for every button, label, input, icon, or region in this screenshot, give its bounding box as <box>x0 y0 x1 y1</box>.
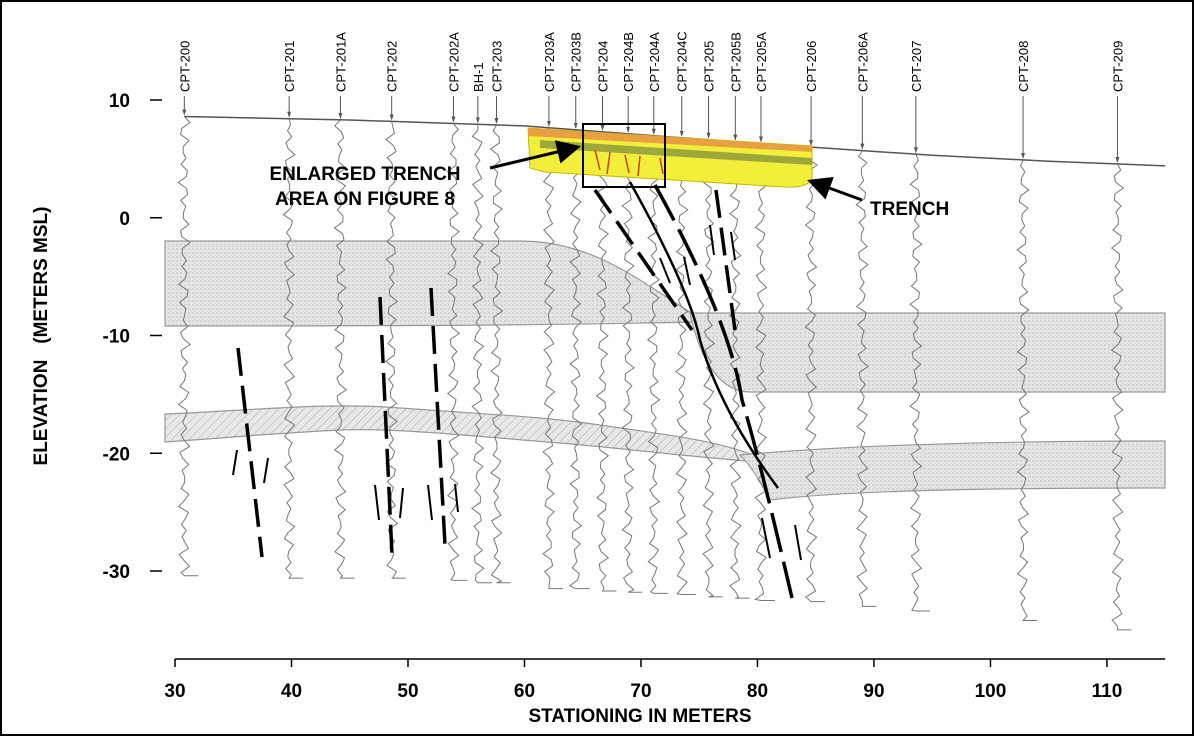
cpt-label: CPT-201 <box>282 41 297 92</box>
trench-dark-unit <box>540 140 812 165</box>
slip-arrow <box>232 224 802 561</box>
x-tick-label: 70 <box>630 681 651 702</box>
y-tick-label: -30 <box>103 562 130 583</box>
annotations: ENLARGED TRENCH AREA ON FIGURE 8 TRENCH <box>269 140 949 220</box>
annotation: TRENCH <box>870 199 949 220</box>
cpt-log <box>675 137 696 596</box>
cpt-label: CPT-206A <box>855 32 870 92</box>
cpt-label: CPT-204 <box>596 41 611 92</box>
cpt-log <box>446 123 468 581</box>
axes: STATIONING IN METERS ELEVATION (METERS M… <box>31 91 1166 727</box>
cpt-log <box>804 146 826 603</box>
x-tick-label: 30 <box>164 681 185 702</box>
cpt-log <box>471 124 492 584</box>
faults <box>232 181 802 599</box>
upper-unit-east <box>689 312 1166 393</box>
fault <box>236 347 264 558</box>
upper-unit-west <box>164 240 701 327</box>
cpt-log <box>909 154 930 612</box>
enlarged-area-box <box>582 123 666 188</box>
cpt-label: CPT-208 <box>1016 41 1031 92</box>
fault <box>628 181 780 489</box>
cpt-log <box>542 127 563 590</box>
annotation: ENLARGED TRENCH <box>269 164 460 185</box>
cpt-label: CPT-202A <box>446 32 461 92</box>
y-tick-label: -20 <box>103 444 130 465</box>
cpt-log <box>621 133 643 593</box>
annotation: AREA ON FIGURE 8 <box>275 189 455 210</box>
cpt-label: CPT-200 <box>177 41 192 92</box>
fault <box>714 189 737 331</box>
annotation-arrow <box>489 140 581 170</box>
fault <box>429 287 447 546</box>
cpt-label: CPT-206 <box>804 41 819 92</box>
fault <box>653 184 794 599</box>
cpt-log <box>568 129 590 590</box>
cpt-label: CPT-203A <box>542 32 557 92</box>
cpt-log <box>754 143 775 601</box>
y-axis-title: ELEVATION (METERS MSL) <box>31 207 52 466</box>
cpt-label: CPT-204B <box>621 32 636 92</box>
x-tick-label: 60 <box>514 681 535 702</box>
cpt-log <box>855 150 877 607</box>
cpt-log <box>384 121 406 579</box>
layers <box>164 240 1166 501</box>
cpt-log <box>333 119 355 579</box>
cpt-logs: CPT-200 CPT-201 CPT-201A CPT-202 CPT-202A BH-… <box>177 31 1132 631</box>
trench-cracks <box>594 149 664 177</box>
cpt-label: CPT-209 <box>1110 41 1125 92</box>
annotation-arrow <box>807 176 863 202</box>
cpt-log <box>177 116 199 577</box>
trench <box>527 123 813 188</box>
trench-top-unit <box>528 128 812 152</box>
cpt-label: BH-1 <box>471 62 486 92</box>
cpt-log <box>489 124 511 584</box>
cpt-label: CPT-205 <box>702 41 717 92</box>
cpt-log <box>282 118 304 579</box>
cpt-log <box>646 135 668 594</box>
x-axis-title: STATIONING IN METERS <box>528 706 751 727</box>
fault <box>378 296 394 556</box>
cpt-log <box>728 141 750 599</box>
cpt-label: CPT-207 <box>909 41 924 92</box>
x-tick-label: 50 <box>397 681 418 702</box>
x-tick-label: 110 <box>1092 681 1123 702</box>
cpt-label: CPT-204C <box>675 31 690 92</box>
y-tick-label: -10 <box>103 327 130 348</box>
cpt-label: CPT-202 <box>385 41 400 92</box>
x-tick-label: 100 <box>975 681 1007 702</box>
y-tick-label: 10 <box>109 91 130 112</box>
cpt-label: CPT-201A <box>333 32 348 92</box>
cpt-log <box>1110 163 1132 631</box>
cpt-label: CPT-203 <box>490 41 505 92</box>
x-tick-label: 40 <box>281 681 302 702</box>
cpt-label: CPT-205B <box>728 32 743 92</box>
x-tick-label: 80 <box>747 681 768 702</box>
y-tick-label: 0 <box>119 209 130 230</box>
cpt-log <box>595 131 617 592</box>
x-tick-label: 90 <box>863 681 884 702</box>
cpt-label: CPT-205A <box>754 32 769 92</box>
fault <box>593 189 694 331</box>
cpt-label: CPT-204A <box>647 32 662 92</box>
cpt-log <box>1016 159 1038 621</box>
cpt-label: CPT-203B <box>569 32 584 92</box>
